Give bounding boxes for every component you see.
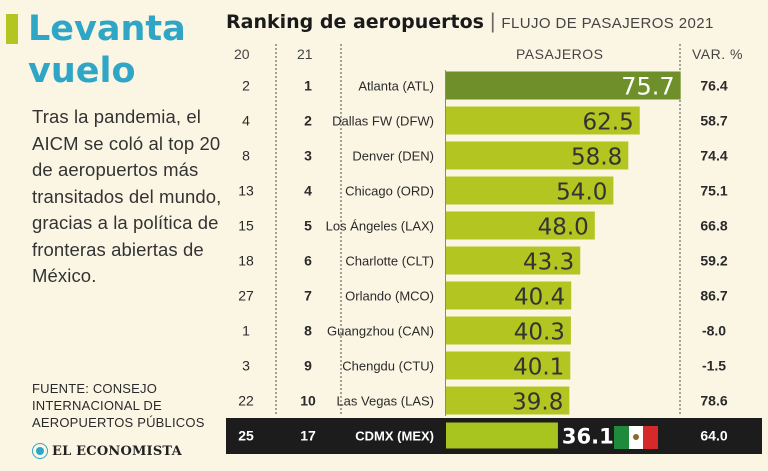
airport-label: Guangzhou (CAN)	[327, 324, 434, 339]
logo-icon	[32, 443, 48, 459]
rank-2020-label: 13	[238, 183, 254, 199]
airport-label: Chengdu (CTU)	[342, 359, 434, 374]
value-label: 36.1	[562, 425, 614, 449]
passenger-bar	[446, 422, 558, 449]
rank-2020-label: 2	[242, 78, 250, 94]
variation-label: -8.0	[702, 323, 726, 339]
value-label: 40.3	[514, 320, 565, 346]
rank-2020-label: 25	[238, 428, 254, 444]
passenger-bar	[446, 106, 640, 135]
passenger-bar	[446, 211, 595, 240]
value-label: 43.3	[523, 250, 574, 276]
variation-label: 78.6	[700, 393, 727, 409]
passenger-bar	[446, 316, 571, 345]
rank-2020-label: 15	[238, 218, 254, 234]
passenger-bar	[446, 351, 571, 380]
source-note: FUENTE: CONSEJO INTERNACIONAL DE AEROPUE…	[32, 381, 205, 430]
chart-subtitle: FLUJO DE PASAJEROS 2021	[501, 15, 714, 32]
chart-title-separator: |	[489, 10, 496, 33]
rank-2021-label: 9	[304, 358, 312, 374]
chart-header: Ranking de aeropuertos | FLUJO DE PASAJE…	[226, 10, 714, 34]
value-label: 58.8	[571, 145, 622, 171]
rank-2020-label: 4	[242, 113, 250, 129]
value-label: 75.7	[621, 73, 674, 101]
passenger-bar	[446, 71, 681, 100]
airport-label: Charlotte (CLT)	[345, 254, 434, 269]
airport-label: Las Vegas (LAS)	[336, 394, 434, 409]
rank-2020-label: 1	[242, 323, 250, 339]
variation-label: 58.7	[700, 113, 727, 129]
rank-2020-label: 8	[242, 148, 250, 164]
airport-label: Orlando (MCO)	[345, 289, 434, 304]
rank-2021-label: 2	[304, 113, 312, 129]
variation-label: 66.8	[700, 218, 727, 234]
rank-2020-label: 3	[242, 358, 250, 374]
passenger-bar	[446, 176, 614, 205]
rank-2021-label: 6	[304, 253, 312, 269]
variation-label: -1.5	[702, 358, 726, 374]
column-header-variation: VAR. %	[692, 46, 743, 62]
variation-label: 74.4	[700, 148, 727, 164]
rank-2020-label: 22	[238, 393, 254, 409]
passenger-bar	[446, 141, 629, 170]
description: Tras la pandemia, el AICM se coló al top…	[32, 106, 222, 286]
variation-label: 75.1	[700, 183, 727, 199]
rank-2021-label: 10	[300, 393, 316, 409]
rank-2021-label: 17	[300, 428, 316, 444]
airport-label: Los Ángeles (LAX)	[326, 219, 434, 234]
value-label: 54.0	[556, 180, 607, 206]
value-label: 48.0	[538, 215, 589, 241]
mexico-flag-icon	[614, 426, 659, 449]
chart-title: Ranking de aeropuertos	[226, 11, 484, 33]
rank-2021-label: 8	[304, 323, 312, 339]
value-label: 62.5	[583, 110, 634, 136]
rank-2021-label: 1	[304, 78, 312, 94]
logo-text: EL ECONOMISTA	[52, 443, 182, 459]
column-header-2021: 21	[297, 46, 313, 62]
passenger-bar	[446, 386, 570, 415]
variation-label: 64.0	[700, 428, 727, 444]
airport-label: Denver (DEN)	[352, 149, 434, 164]
value-label: 40.4	[514, 285, 565, 311]
value-label: 40.1	[513, 355, 564, 381]
variation-label: 76.4	[700, 78, 727, 94]
airport-label: Chicago (ORD)	[345, 184, 434, 199]
rank-2020-label: 18	[238, 253, 254, 269]
page-title: Levanta vuelo	[28, 9, 186, 91]
airport-label: Atlanta (ATL)	[358, 79, 434, 94]
variation-label: 59.2	[700, 253, 727, 269]
accent-bar	[6, 14, 18, 44]
passenger-bar	[446, 246, 581, 275]
column-header-2020: 20	[234, 46, 250, 62]
publisher-logo: EL ECONOMISTA	[32, 443, 182, 459]
rank-2021-label: 7	[304, 288, 312, 304]
passenger-bar	[446, 281, 572, 310]
rank-2020-label: 27	[238, 288, 254, 304]
rank-2021-label: 5	[304, 218, 312, 234]
airport-label: CDMX (MEX)	[355, 429, 434, 444]
value-label: 39.8	[512, 390, 563, 416]
rank-2021-label: 4	[304, 183, 312, 199]
airport-label: Dallas FW (DFW)	[332, 114, 434, 129]
variation-label: 86.7	[700, 288, 727, 304]
rank-2021-label: 3	[304, 148, 312, 164]
column-header-passengers: PASAJEROS	[516, 46, 604, 62]
